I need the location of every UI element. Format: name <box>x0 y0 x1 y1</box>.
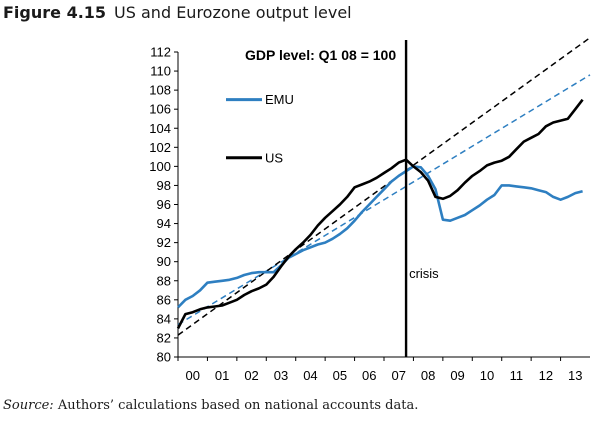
y-tick-label: 90 <box>157 254 171 269</box>
y-tick-label: 88 <box>157 273 171 288</box>
annotations: crisis <box>404 40 439 357</box>
figure-caption: US and Eurozone output level <box>114 3 352 22</box>
x-tick-label: 07 <box>391 368 405 383</box>
y-tick-label: 98 <box>157 178 171 193</box>
x-tick-label: 13 <box>568 368 582 383</box>
figure-number: Figure 4.15 <box>3 3 107 22</box>
y-tick-label: 82 <box>157 330 171 345</box>
y-tick-label: 86 <box>157 292 171 307</box>
y-tick-label: 112 <box>150 45 171 60</box>
y-tick-label: 92 <box>157 235 171 250</box>
y-tick-label: 94 <box>157 216 171 231</box>
legend-item-us-label: US <box>265 150 283 165</box>
x-tick-label: 11 <box>510 368 524 383</box>
series-line-emu <box>177 165 583 309</box>
x-tick-label: 12 <box>539 368 553 383</box>
x-tick-label: 05 <box>333 368 347 383</box>
x-tick-label: 02 <box>244 368 258 383</box>
trend-line-us <box>177 37 591 336</box>
chart-title: GDP level: Q1 08 = 100 <box>245 47 396 63</box>
source-label: Source: <box>3 398 54 413</box>
chart-axes: 8082848688909294969810010210410610811011… <box>149 45 590 383</box>
trend-lines <box>177 37 591 336</box>
y-tick-label: 102 <box>149 140 171 155</box>
y-tick-label: 110 <box>150 64 171 79</box>
series-line-us <box>176 98 584 329</box>
y-tick-label: 84 <box>157 311 171 326</box>
source-text: Authors’ calculations based on national … <box>57 398 419 413</box>
x-tick-label: 09 <box>450 368 464 383</box>
y-tick-label: 108 <box>149 83 171 98</box>
x-tick-label: 03 <box>274 368 288 383</box>
x-tick-label: 10 <box>480 368 494 383</box>
x-tick-label: 00 <box>185 368 199 383</box>
y-tick-label: 96 <box>157 197 171 212</box>
x-tick-label: 01 <box>215 368 229 383</box>
series-lines <box>176 98 584 329</box>
y-tick-label: 100 <box>149 159 171 174</box>
y-tick-label: 106 <box>149 102 171 117</box>
y-tick-label: 104 <box>149 121 171 136</box>
legend-item-emu-label: EMU <box>265 92 294 107</box>
source-note: Source: Authors’ calculations based on n… <box>3 398 418 413</box>
trend-line-emu <box>177 74 591 326</box>
y-tick-label: 80 <box>157 350 171 365</box>
crisis-label: crisis <box>409 266 439 281</box>
x-tick-label: 06 <box>362 368 376 383</box>
x-tick-label: 08 <box>421 368 435 383</box>
legend: EMU US <box>226 92 294 165</box>
x-tick-label: 04 <box>303 368 317 383</box>
figure-title: Figure 4.15 US and Eurozone output level <box>3 3 352 23</box>
